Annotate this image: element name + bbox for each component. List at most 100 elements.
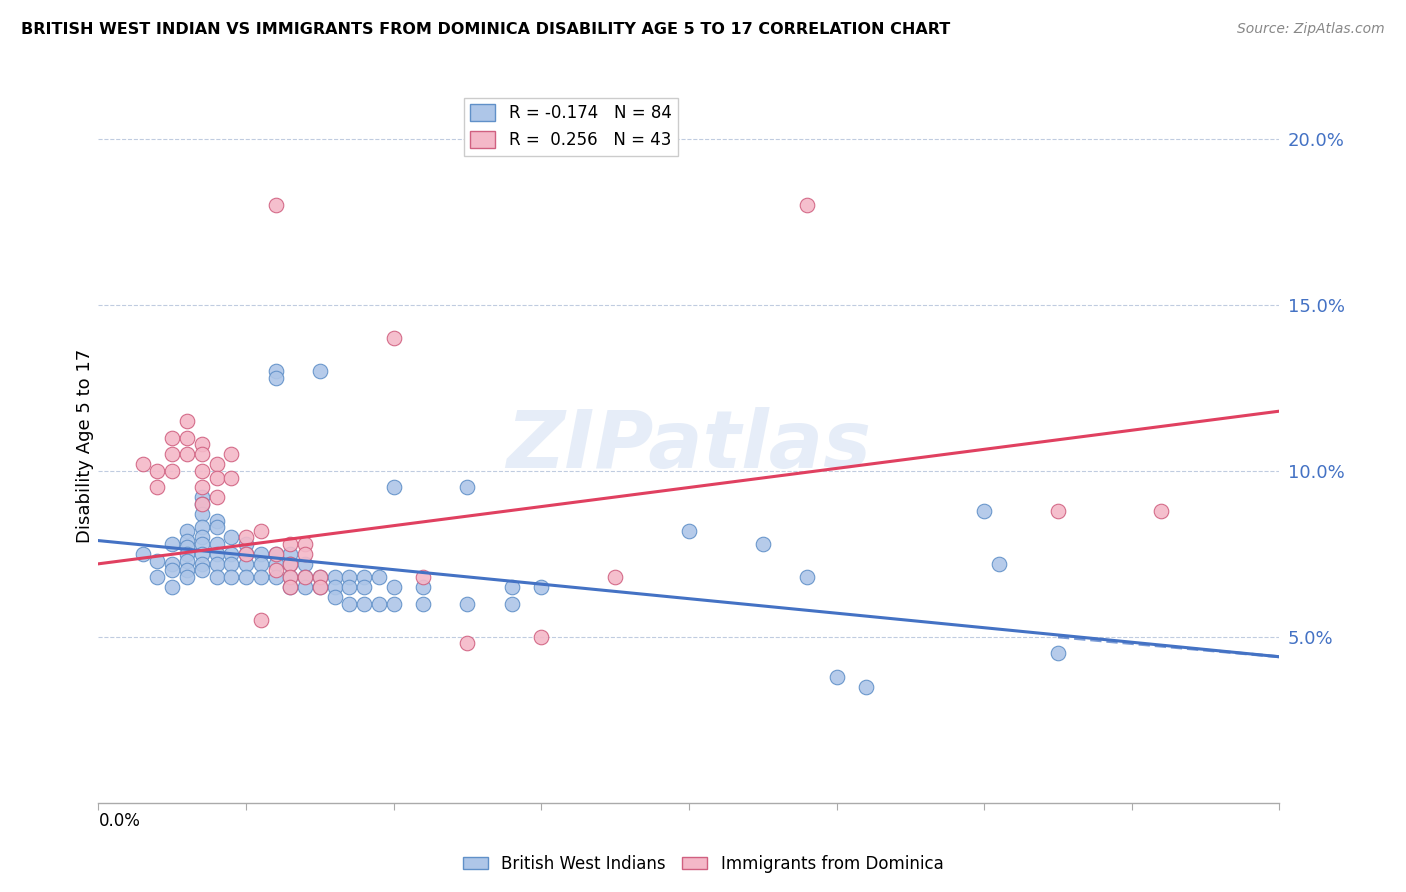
- Point: [162, 431, 183, 445]
- Point: [176, 540, 198, 554]
- Point: [367, 597, 389, 611]
- Point: [294, 547, 316, 561]
- Point: [308, 570, 332, 584]
- Point: [191, 507, 214, 521]
- Point: [176, 570, 198, 584]
- Point: [162, 537, 183, 551]
- Point: [323, 570, 346, 584]
- Y-axis label: Disability Age 5 to 17: Disability Age 5 to 17: [76, 349, 94, 543]
- Point: [855, 680, 877, 694]
- Point: [1046, 647, 1069, 661]
- Point: [412, 570, 434, 584]
- Point: [219, 447, 242, 461]
- Legend: British West Indians, Immigrants from Dominica: British West Indians, Immigrants from Do…: [456, 848, 950, 880]
- Point: [176, 447, 198, 461]
- Point: [605, 570, 627, 584]
- Point: [205, 457, 228, 471]
- Point: [191, 557, 214, 571]
- Point: [1046, 504, 1069, 518]
- Point: [278, 580, 302, 594]
- Point: [825, 670, 848, 684]
- Point: [205, 547, 228, 561]
- Point: [264, 547, 287, 561]
- Point: [412, 597, 434, 611]
- Point: [235, 537, 257, 551]
- Text: Source: ZipAtlas.com: Source: ZipAtlas.com: [1237, 22, 1385, 37]
- Point: [308, 580, 332, 594]
- Point: [191, 547, 214, 561]
- Point: [678, 524, 700, 538]
- Point: [337, 597, 360, 611]
- Point: [796, 198, 818, 212]
- Point: [176, 524, 198, 538]
- Point: [278, 557, 302, 571]
- Point: [176, 414, 198, 428]
- Point: [176, 547, 198, 561]
- Point: [146, 553, 169, 567]
- Point: [294, 537, 316, 551]
- Point: [382, 580, 405, 594]
- Point: [353, 580, 375, 594]
- Point: [132, 457, 155, 471]
- Point: [294, 570, 316, 584]
- Text: 0.0%: 0.0%: [98, 812, 141, 830]
- Point: [264, 557, 287, 571]
- Point: [264, 364, 287, 378]
- Point: [176, 553, 198, 567]
- Point: [337, 570, 360, 584]
- Point: [530, 580, 553, 594]
- Point: [219, 557, 242, 571]
- Point: [278, 580, 302, 594]
- Point: [176, 564, 198, 578]
- Point: [191, 564, 214, 578]
- Point: [308, 580, 332, 594]
- Point: [250, 547, 273, 561]
- Point: [367, 570, 389, 584]
- Point: [250, 557, 273, 571]
- Point: [323, 590, 346, 604]
- Point: [530, 630, 553, 644]
- Point: [264, 570, 287, 584]
- Legend: R = -0.174   N = 84, R =  0.256   N = 43: R = -0.174 N = 84, R = 0.256 N = 43: [464, 97, 678, 155]
- Point: [162, 447, 183, 461]
- Point: [235, 547, 257, 561]
- Point: [382, 331, 405, 345]
- Point: [176, 533, 198, 548]
- Point: [250, 613, 273, 627]
- Point: [219, 470, 242, 484]
- Point: [294, 580, 316, 594]
- Point: [176, 431, 198, 445]
- Point: [205, 491, 228, 505]
- Point: [264, 564, 287, 578]
- Point: [264, 547, 287, 561]
- Point: [191, 464, 214, 478]
- Point: [308, 570, 332, 584]
- Point: [205, 520, 228, 534]
- Point: [382, 481, 405, 495]
- Point: [235, 547, 257, 561]
- Point: [751, 537, 773, 551]
- Point: [987, 557, 1010, 571]
- Point: [353, 597, 375, 611]
- Point: [162, 557, 183, 571]
- Point: [235, 530, 257, 544]
- Point: [250, 524, 273, 538]
- Point: [278, 570, 302, 584]
- Point: [162, 564, 183, 578]
- Point: [264, 371, 287, 385]
- Point: [278, 570, 302, 584]
- Point: [412, 580, 434, 594]
- Point: [973, 504, 995, 518]
- Point: [323, 580, 346, 594]
- Point: [294, 570, 316, 584]
- Point: [191, 497, 214, 511]
- Point: [278, 547, 302, 561]
- Point: [501, 597, 523, 611]
- Point: [205, 537, 228, 551]
- Point: [205, 470, 228, 484]
- Point: [191, 437, 214, 451]
- Point: [235, 570, 257, 584]
- Point: [205, 570, 228, 584]
- Point: [146, 481, 169, 495]
- Point: [219, 570, 242, 584]
